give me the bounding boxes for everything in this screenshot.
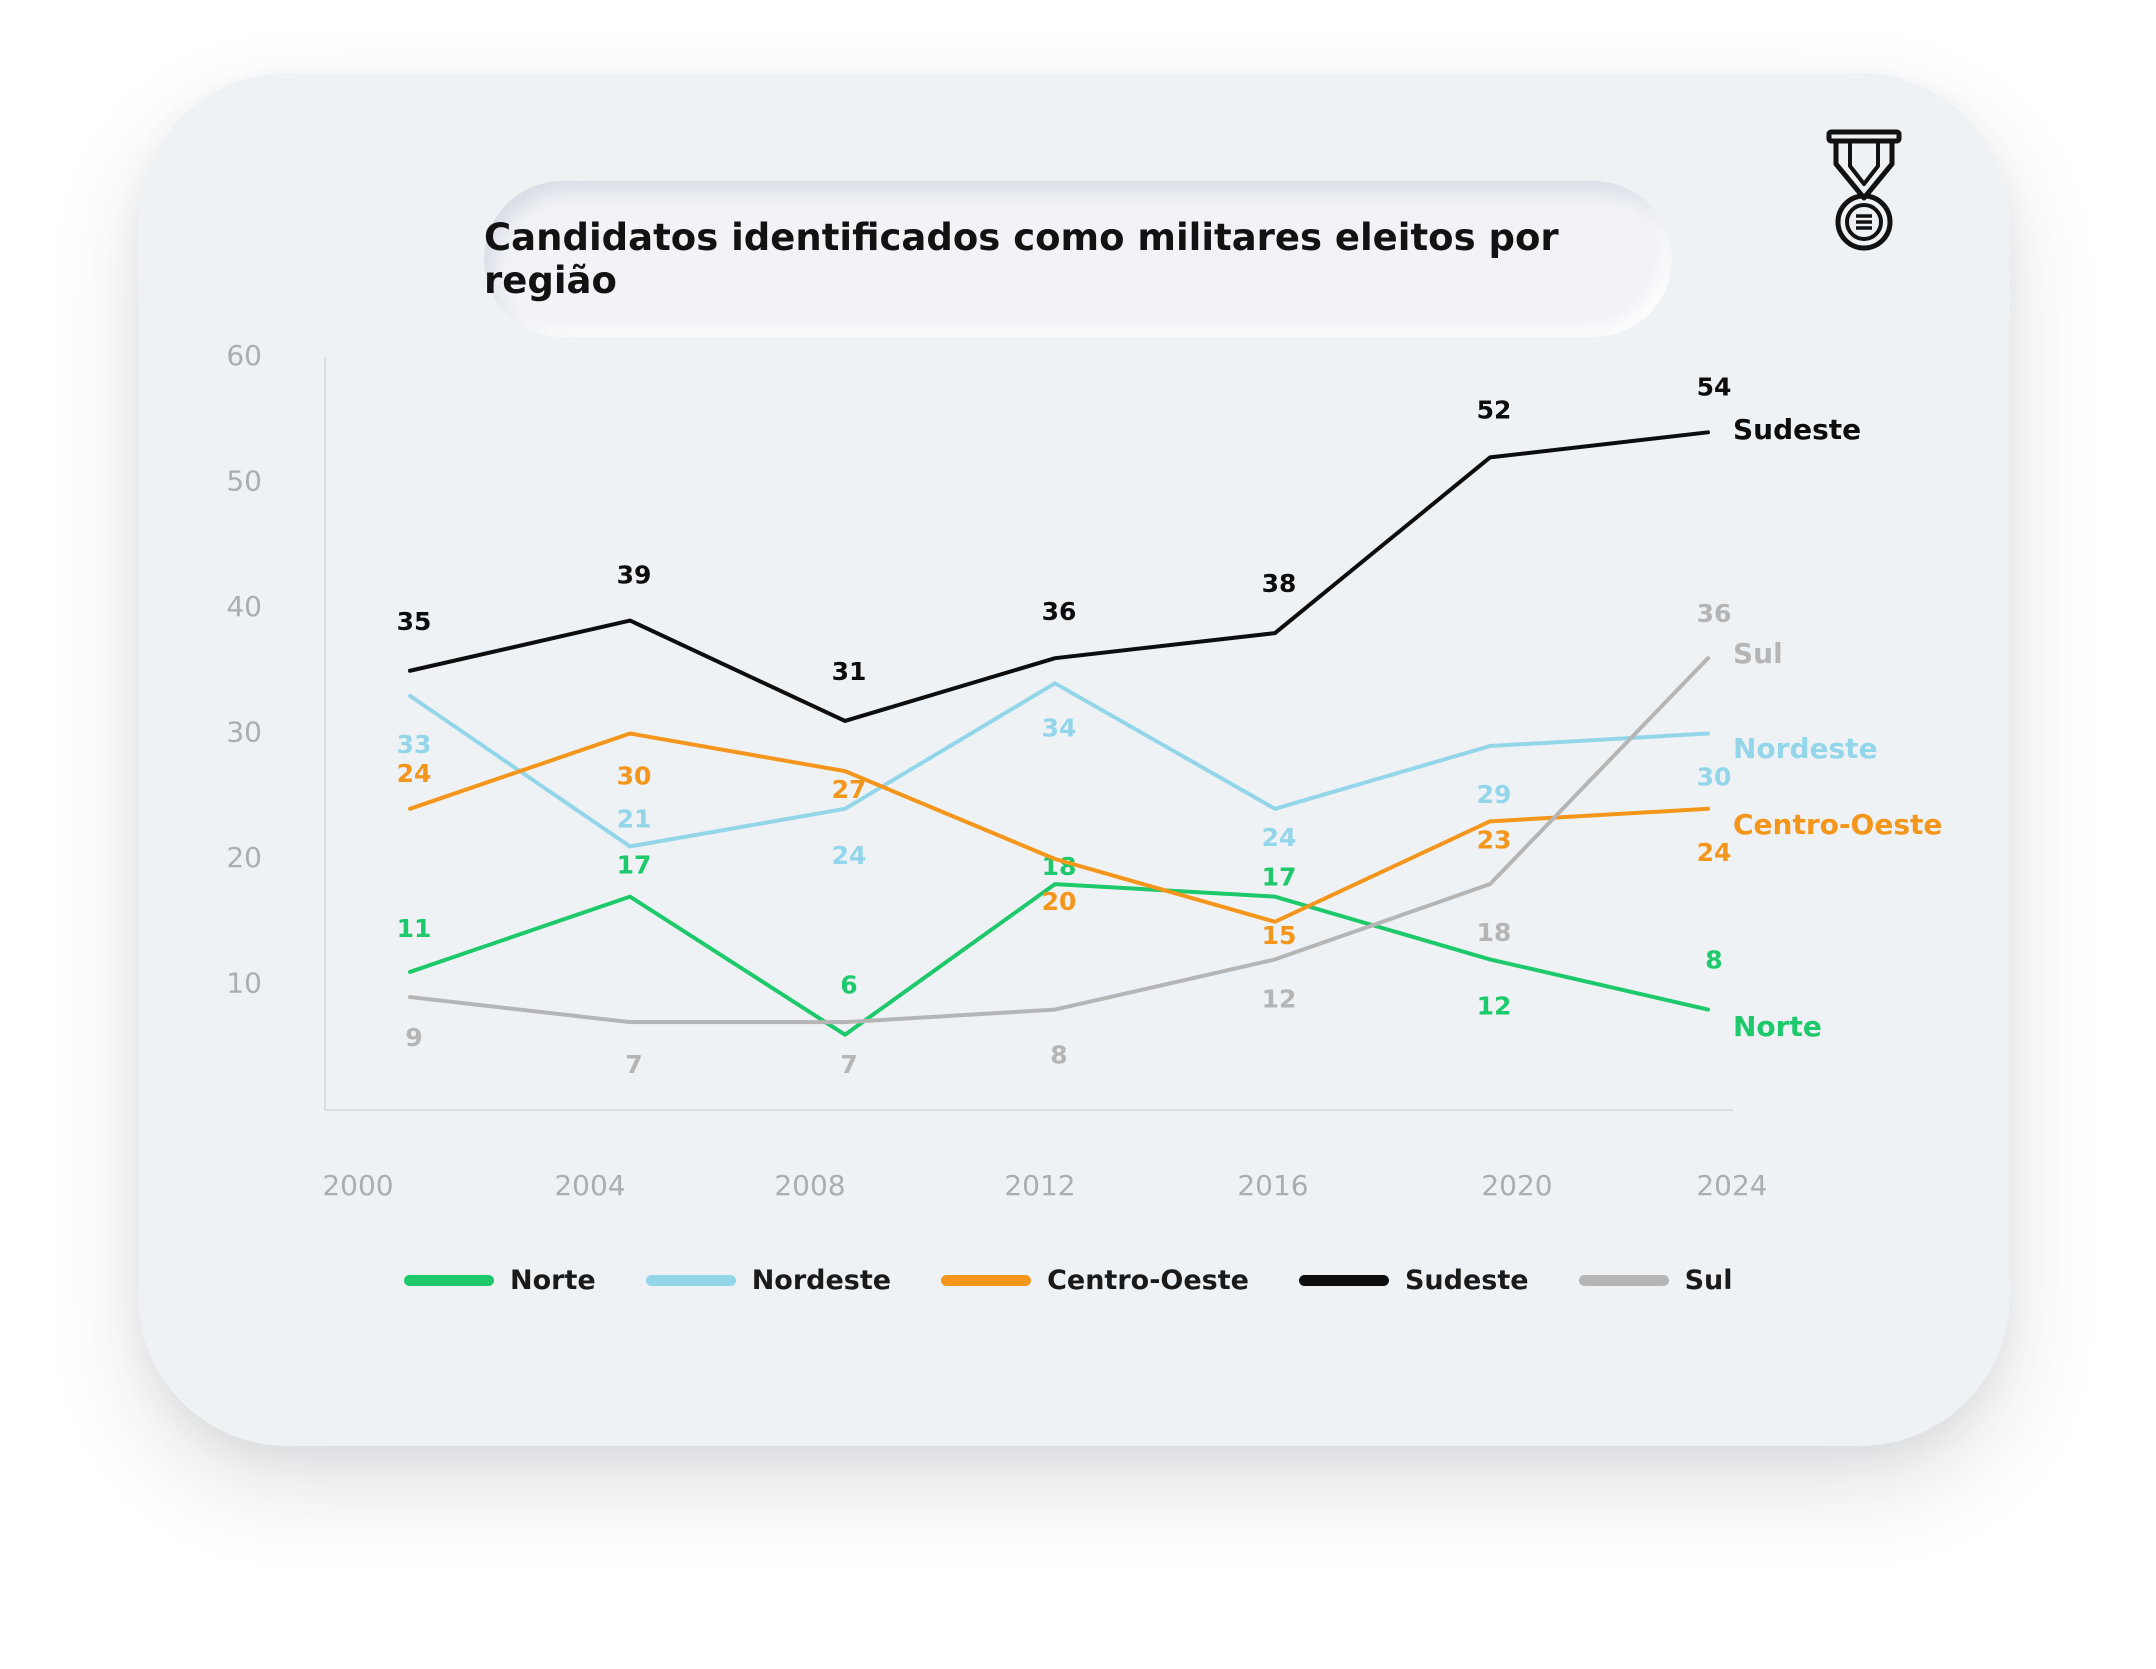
legend-swatch-sul	[1578, 1274, 1669, 1286]
data-label-norte: 8	[1705, 946, 1722, 975]
data-label-sul: 12	[1262, 984, 1297, 1013]
x-tick-label: 2016	[1237, 1169, 1308, 1202]
data-label-sudeste: 38	[1262, 569, 1297, 598]
chart-title-container: Candidatos identificados como militares …	[484, 181, 1672, 337]
data-label-centro-oeste: 27	[832, 775, 867, 804]
data-label-nordeste: 33	[397, 730, 432, 759]
legend-swatch-norte	[404, 1274, 494, 1286]
x-tick-label: 2020	[1481, 1169, 1552, 1202]
legend-item-centro-oeste: Centro-Oeste	[941, 1265, 1249, 1296]
data-label-centro-oeste: 24	[397, 759, 432, 788]
legend-label-norte: Norte	[510, 1264, 596, 1296]
series-line-centro-oeste	[408, 731, 1710, 924]
data-label-centro-oeste: 30	[617, 762, 652, 791]
data-label-sul: 7	[625, 1050, 642, 1079]
chart-legend: Norte Nordeste Centro-Oeste Sudeste Sul	[404, 1260, 1783, 1300]
data-label-sul: 7	[840, 1050, 857, 1079]
data-label-norte: 6	[840, 971, 857, 1000]
data-label-sudeste: 52	[1477, 395, 1512, 424]
legend-item-norte: Norte	[404, 1265, 596, 1296]
data-label-nordeste: 30	[1697, 763, 1732, 792]
data-label-sudeste: 54	[1697, 372, 1732, 401]
data-label-nordeste: 24	[832, 841, 867, 870]
legend-swatch-centro-oeste	[941, 1274, 1032, 1286]
legend-item-sudeste: Sudeste	[1298, 1264, 1529, 1296]
legend-swatch-nordeste	[645, 1274, 736, 1286]
data-label-sudeste: 35	[397, 607, 432, 636]
series-end-label-centro-oeste: Centro-Oeste	[1733, 808, 1942, 841]
y-tick-label: 50	[226, 465, 262, 498]
series-end-label-sudeste: Sudeste	[1733, 413, 1861, 446]
series-line-sudeste	[408, 430, 1710, 723]
data-label-sul: 18	[1477, 918, 1512, 947]
series-line-norte	[408, 882, 1710, 1037]
data-label-sul: 36	[1697, 599, 1732, 628]
series-end-label-nordeste: Nordeste	[1733, 732, 1878, 765]
x-tick-label: 2000	[322, 1169, 393, 1202]
x-tick-label: 2012	[1004, 1169, 1075, 1202]
data-label-norte: 11	[397, 914, 432, 943]
y-tick-label: 20	[226, 841, 262, 874]
chart-title: Candidatos identificados como militares …	[484, 216, 1559, 302]
data-label-centro-oeste: 23	[1477, 825, 1512, 854]
data-label-centro-oeste: 20	[1042, 887, 1077, 916]
data-label-sul: 8	[1050, 1041, 1067, 1070]
data-label-nordeste: 29	[1477, 780, 1512, 809]
legend-label-nordeste: Nordeste	[751, 1264, 892, 1296]
legend-label-centro-oeste: Centro-Oeste	[1047, 1264, 1249, 1296]
data-label-norte: 17	[1262, 863, 1297, 892]
data-label-nordeste: 21	[617, 804, 652, 833]
data-label-sudeste: 31	[832, 657, 867, 686]
legend-label-sul: Sul	[1684, 1264, 1733, 1296]
series-end-label-sul: Sul	[1733, 637, 1783, 670]
y-tick-label: 60	[226, 339, 262, 372]
x-tick-label: 2008	[774, 1169, 845, 1202]
x-tick-label: 2004	[554, 1169, 625, 1202]
legend-swatch-sudeste	[1298, 1274, 1389, 1286]
legend-item-sul: Sul	[1578, 1264, 1733, 1296]
x-tick-label: 2024	[1696, 1169, 1767, 1202]
y-tick-label: 40	[226, 590, 262, 623]
legend-item-nordeste: Nordeste	[645, 1264, 892, 1296]
series-line-nordeste	[408, 681, 1710, 849]
data-label-norte: 17	[617, 851, 652, 880]
series-line-sul	[408, 656, 1710, 1025]
data-label-sudeste: 39	[617, 561, 652, 590]
data-label-nordeste: 34	[1042, 713, 1077, 742]
series-end-label-norte: Norte	[1733, 1010, 1822, 1043]
data-label-norte: 12	[1477, 991, 1512, 1020]
data-label-sudeste: 36	[1042, 597, 1077, 626]
y-tick-label: 10	[226, 967, 262, 1000]
data-label-nordeste: 24	[1262, 823, 1297, 852]
data-label-sul: 9	[405, 1023, 422, 1052]
legend-label-sudeste: Sudeste	[1404, 1264, 1529, 1296]
data-label-centro-oeste: 15	[1262, 921, 1297, 950]
data-label-centro-oeste: 24	[1697, 838, 1732, 867]
y-tick-label: 30	[226, 716, 262, 749]
medal-icon	[1826, 129, 1902, 251]
